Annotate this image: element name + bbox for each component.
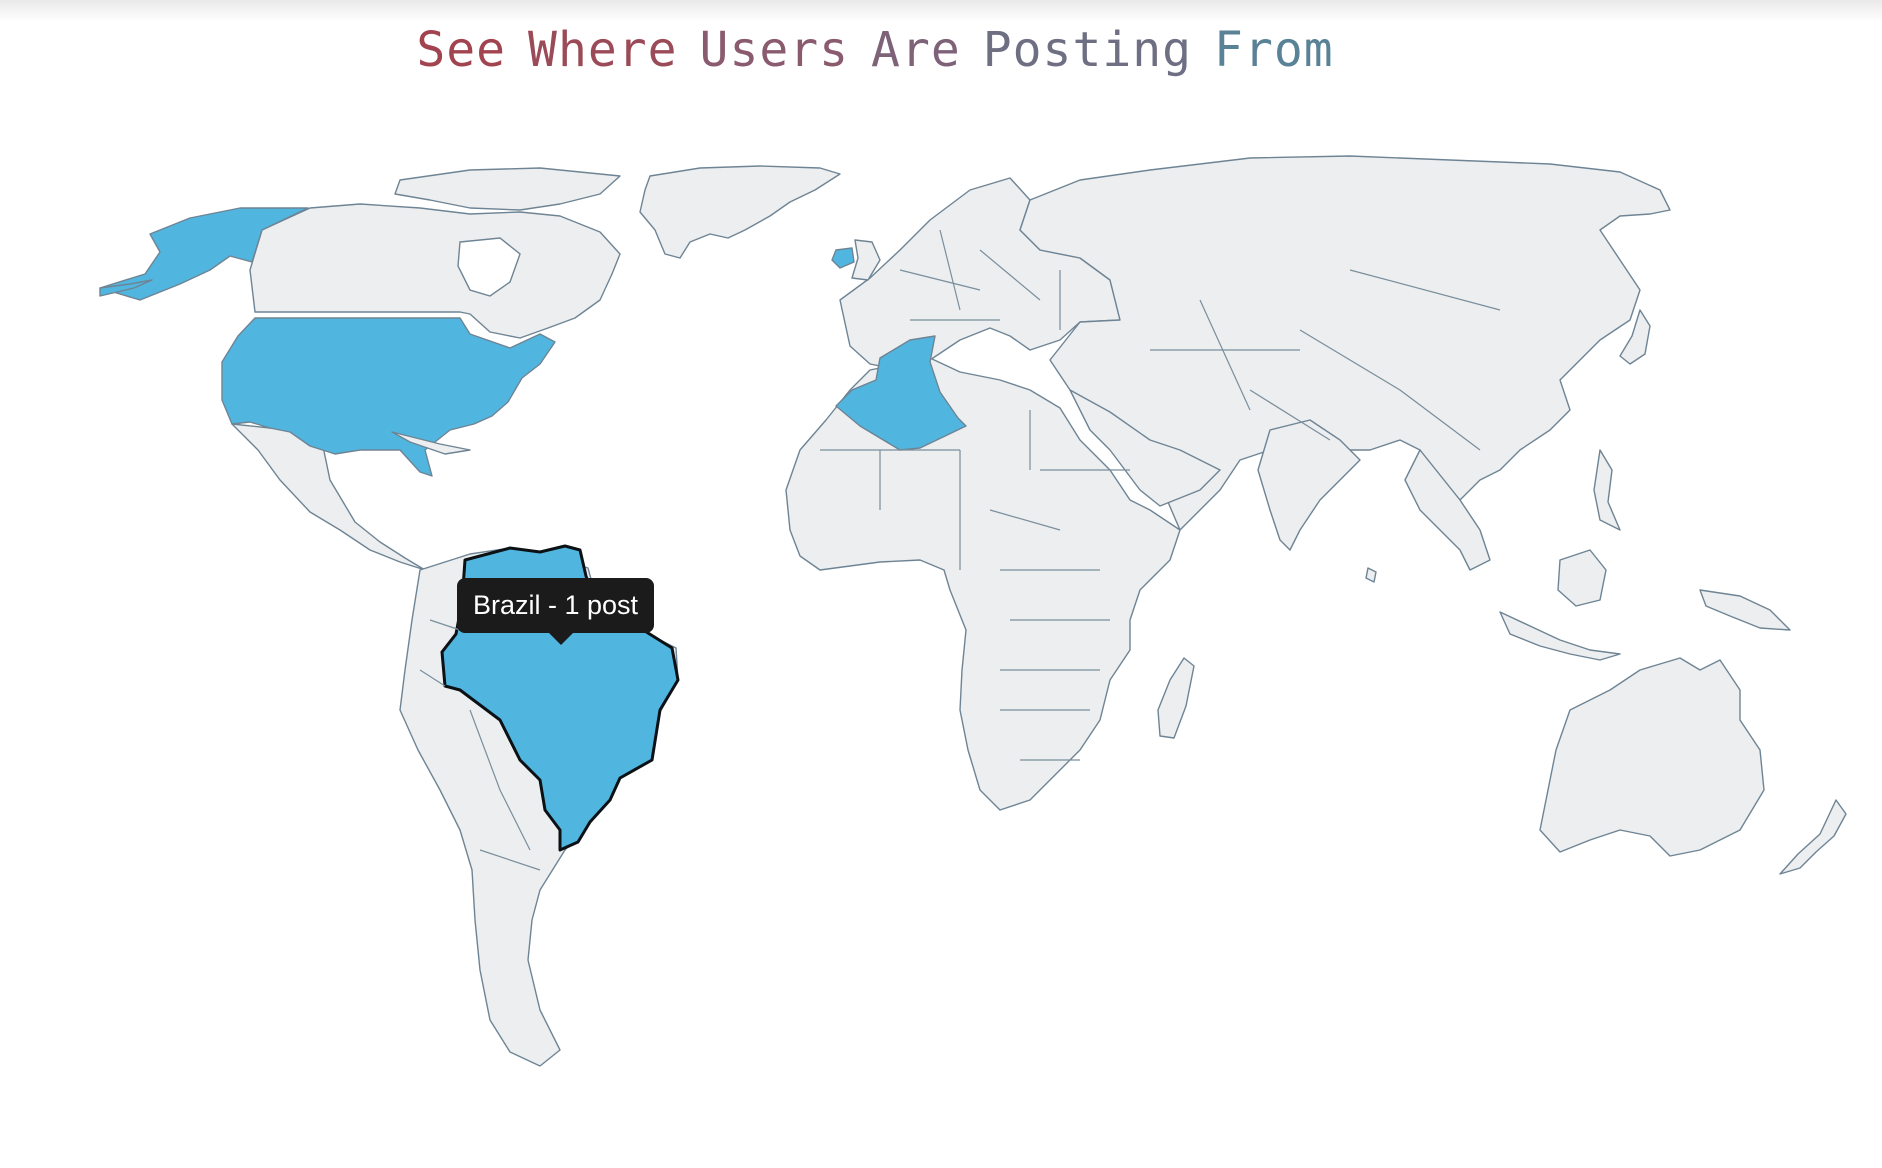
borneo[interactable] <box>1557 549 1607 607</box>
arctic-islands[interactable] <box>394 167 621 211</box>
country-tooltip: Brazil - 1 post <box>457 578 655 645</box>
hudson-bay <box>457 237 521 297</box>
country-ireland[interactable] <box>831 247 855 269</box>
title-word: From <box>1214 22 1334 78</box>
alaska-aleutians[interactable] <box>99 279 153 297</box>
title-word: See <box>416 22 507 78</box>
country-greenland[interactable] <box>639 165 841 259</box>
country-madagascar[interactable] <box>1157 657 1195 739</box>
country-philippines[interactable] <box>1593 449 1621 531</box>
country-papua-new-guinea[interactable] <box>1699 589 1791 631</box>
country-borders <box>419 229 1501 871</box>
country-sri-lanka[interactable] <box>1365 567 1377 583</box>
arabian-peninsula[interactable] <box>1069 389 1221 507</box>
country-indonesia[interactable] <box>1499 611 1621 661</box>
title-word: Are <box>871 22 961 78</box>
country-algeria[interactable] <box>835 335 967 451</box>
africa[interactable] <box>785 357 1181 811</box>
country-new-zealand[interactable] <box>1779 799 1847 875</box>
title-word: Where <box>528 22 678 78</box>
country-usa[interactable] <box>221 317 556 477</box>
header-shadow <box>0 0 1882 22</box>
country-canada[interactable] <box>249 203 621 339</box>
country-australia[interactable] <box>1539 657 1765 857</box>
title-word: Users <box>699 22 850 78</box>
southeast-asia[interactable] <box>1404 449 1491 571</box>
title-word: Posting <box>982 22 1193 78</box>
country-japan[interactable] <box>1619 309 1651 365</box>
country-india[interactable] <box>1257 419 1361 551</box>
country-uk[interactable] <box>851 239 881 281</box>
page-title: See Where Users Are Posting From <box>0 22 1750 78</box>
country-cuba[interactable] <box>391 431 471 455</box>
country-alaska[interactable] <box>99 207 309 301</box>
world-map <box>99 155 1847 1067</box>
